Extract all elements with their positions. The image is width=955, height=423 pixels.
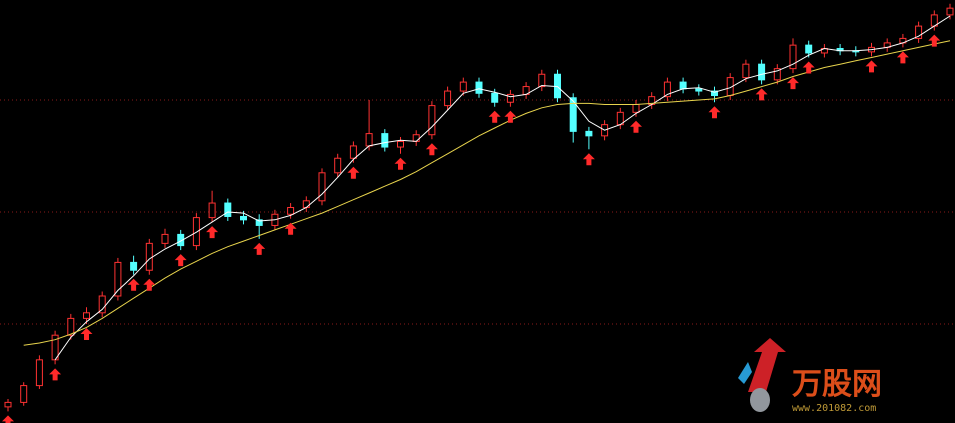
buy-signal-arrow [2, 415, 14, 423]
buy-signal-arrow [174, 254, 187, 267]
candle-body [349, 145, 357, 159]
candle-body [98, 295, 106, 314]
buy-signal-arrow [127, 278, 140, 291]
buy-signal-arrow [802, 61, 815, 74]
candle-body [711, 90, 718, 97]
candle-body [51, 334, 59, 361]
buy-signal-arrow [630, 120, 642, 133]
buy-signal-arrow [865, 60, 878, 73]
moving-average-line [23, 40, 951, 346]
buy-signal-arrow [253, 242, 266, 255]
candle-body [35, 359, 43, 387]
buy-signal-arrow [488, 110, 501, 123]
candle-body [459, 81, 467, 92]
buy-signal-arrow [425, 143, 438, 156]
buy-signal-arrow [896, 51, 909, 64]
candle-body [506, 93, 514, 103]
candle-body [773, 68, 781, 81]
candle-body [114, 261, 122, 297]
buy-signal-arrow [394, 157, 407, 170]
candle-body [208, 202, 216, 219]
candle-body [67, 317, 75, 336]
candle-body [83, 312, 90, 319]
candle-body [585, 130, 593, 137]
candle-body [632, 103, 640, 113]
candle-body [444, 90, 452, 107]
buy-signal-arrow [347, 166, 360, 179]
candle-body [192, 217, 200, 247]
candle-body [538, 73, 546, 88]
candle-body [569, 97, 577, 132]
candle-body [318, 172, 326, 202]
candle-body [161, 233, 169, 244]
candle-body [224, 202, 232, 217]
candle-body [334, 157, 342, 174]
candle-body [915, 25, 923, 39]
candle-body [742, 63, 750, 79]
candle-body [287, 207, 295, 215]
logo-arrow [748, 338, 786, 392]
watermark-url: www.201082.com [792, 403, 876, 414]
moving-average-line [54, 15, 951, 361]
candle-body [758, 63, 766, 81]
candle-body [695, 88, 703, 92]
logo-coin [750, 388, 770, 412]
logo-arrow-blue [738, 362, 752, 384]
buy-signal-arrow [582, 153, 595, 166]
candle-body [255, 219, 263, 226]
candle-body [240, 215, 247, 221]
watermark-title: 万股网 [792, 367, 882, 402]
buy-signal-arrow [143, 278, 156, 291]
candle-body [491, 92, 499, 103]
candle-body [412, 134, 420, 142]
buy-signal-arrow [708, 106, 721, 119]
candle-body [4, 401, 12, 408]
buy-signal-arrow [928, 34, 941, 47]
candle-body [397, 140, 404, 148]
candle-body [365, 133, 373, 147]
candle-body [20, 385, 28, 403]
buy-signal-arrow [80, 327, 93, 340]
buy-signal-arrow [787, 77, 799, 90]
candle-body [145, 242, 153, 271]
candle-body [805, 44, 813, 54]
buy-signal-arrow [755, 88, 768, 101]
buy-signal-arrow [206, 226, 219, 239]
candle-body [663, 81, 671, 98]
buy-signal-arrow [284, 222, 297, 235]
candle-body [789, 44, 797, 70]
candle-body [177, 233, 185, 247]
watermark: 万股网 www.201082.com [738, 338, 882, 414]
candle-body [302, 200, 310, 209]
candle-body [130, 261, 138, 271]
candle-body [428, 105, 436, 136]
candle-body [381, 133, 389, 148]
candle-body [946, 7, 954, 16]
candle-body [475, 81, 483, 94]
buy-signal-arrow [49, 368, 62, 381]
candle-body [679, 81, 687, 90]
plot-area [0, 3, 955, 423]
buy-signal-arrow [504, 110, 517, 123]
